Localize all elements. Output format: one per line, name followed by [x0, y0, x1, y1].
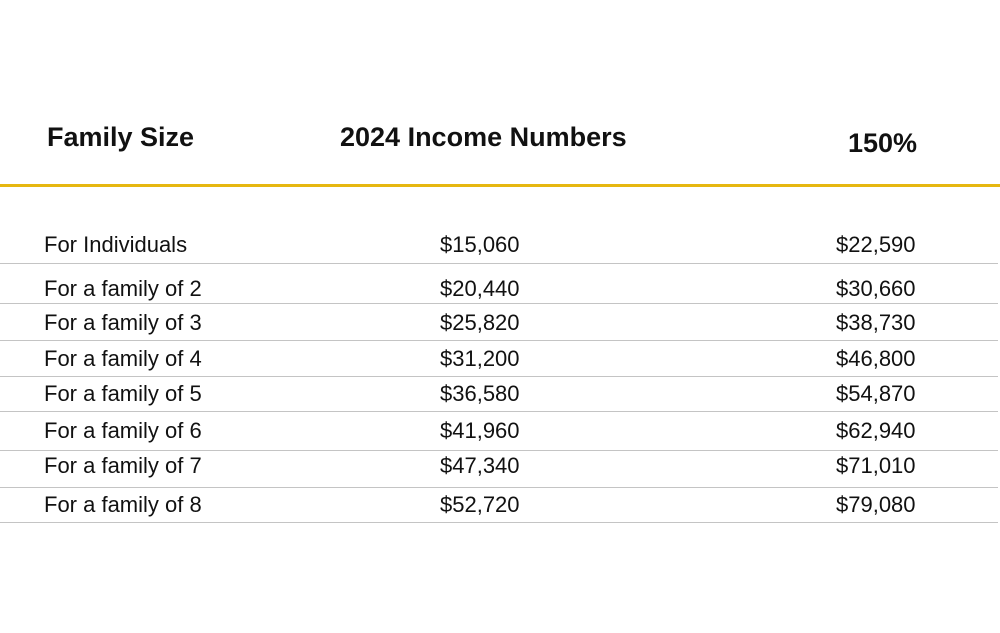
row-divider — [0, 303, 998, 304]
table-row: For a family of 8 $52,720 $79,080 — [0, 487, 1000, 523]
income-cell: $52,720 — [440, 492, 520, 517]
150-percent-cell: $22,590 — [836, 232, 916, 257]
family-size-cell: For Individuals — [44, 232, 188, 257]
150-percent-cell: $54,870 — [836, 381, 916, 406]
row-divider — [0, 376, 998, 377]
150-percent-cell: $38,730 — [836, 310, 916, 335]
header-income-numbers: 2024 Income Numbers — [340, 122, 627, 152]
table-row: For a family of 5 $36,580 $54,870 — [0, 376, 1000, 412]
row-divider — [0, 487, 998, 488]
row-divider — [0, 450, 998, 451]
income-cell: $41,960 — [440, 418, 520, 443]
income-cell: $36,580 — [440, 381, 520, 406]
family-size-cell: For a family of 6 — [44, 418, 202, 443]
family-size-cell: For a family of 3 — [44, 310, 202, 335]
income-cell: $47,340 — [440, 453, 520, 478]
table-row: For a family of 4 $31,200 $46,800 — [0, 341, 1000, 377]
table-row: For a family of 6 $41,960 $62,940 — [0, 413, 1000, 449]
row-divider — [0, 411, 998, 412]
table-row: For a family of 3 $25,820 $38,730 — [0, 305, 1000, 341]
row-divider — [0, 340, 998, 341]
family-size-cell: For a family of 8 — [44, 492, 202, 517]
row-divider — [0, 263, 998, 264]
header-150-percent: 150% — [848, 128, 918, 158]
150-percent-cell: $62,940 — [836, 418, 916, 443]
150-percent-cell: $79,080 — [836, 492, 916, 517]
table-row: For a family of 2 $20,440 $30,660 — [0, 271, 1000, 307]
150-percent-cell: $30,660 — [836, 276, 916, 301]
150-percent-cell: $46,800 — [836, 346, 916, 371]
family-size-cell: For a family of 4 — [44, 346, 202, 371]
header-divider — [0, 184, 1000, 187]
income-cell: $15,060 — [440, 232, 520, 257]
family-size-cell: For a family of 5 — [44, 381, 202, 406]
family-size-cell: For a family of 7 — [44, 453, 202, 478]
table-row: For a family of 7 $47,340 $71,010 — [0, 448, 1000, 484]
header-family-size: Family Size — [47, 122, 195, 152]
table-row: For Individuals $15,060 $22,590 — [0, 227, 1000, 263]
income-cell: $25,820 — [440, 310, 520, 335]
income-cell: $31,200 — [440, 346, 520, 371]
income-cell: $20,440 — [440, 276, 520, 301]
150-percent-cell: $71,010 — [836, 453, 916, 478]
family-size-cell: For a family of 2 — [44, 276, 202, 301]
row-divider — [0, 522, 998, 523]
